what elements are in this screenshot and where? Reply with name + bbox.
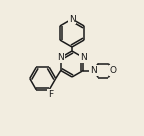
Text: N: N <box>69 15 75 24</box>
Text: F: F <box>48 90 53 99</box>
Text: N: N <box>57 53 64 62</box>
Text: N: N <box>90 66 97 75</box>
Text: O: O <box>110 66 117 75</box>
Text: N: N <box>80 53 87 62</box>
